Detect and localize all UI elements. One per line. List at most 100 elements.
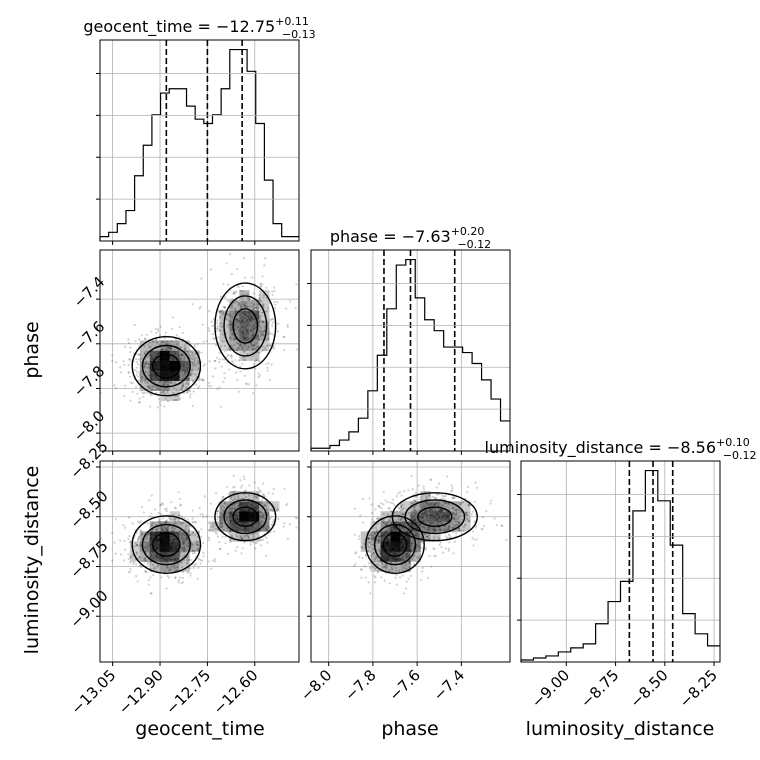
sample-point bbox=[174, 363, 177, 366]
sample-point bbox=[167, 358, 170, 362]
sample-point bbox=[242, 511, 245, 514]
sample-point bbox=[237, 510, 240, 513]
sample-point bbox=[147, 561, 150, 564]
sample-point bbox=[143, 366, 146, 369]
sample-point bbox=[161, 366, 164, 369]
sample-point bbox=[429, 479, 433, 482]
sample-point bbox=[243, 339, 246, 343]
sample-point bbox=[181, 581, 185, 584]
sample-point bbox=[162, 549, 166, 552]
sample-point bbox=[176, 398, 179, 401]
sample-point bbox=[142, 392, 145, 395]
density-cell bbox=[249, 350, 260, 361]
sample-point bbox=[248, 484, 251, 487]
sample-point bbox=[175, 367, 178, 370]
sample-point bbox=[269, 318, 272, 321]
sample-point bbox=[414, 520, 417, 523]
density-cell bbox=[269, 501, 280, 512]
sample-point bbox=[173, 566, 177, 570]
sample-point bbox=[234, 359, 237, 362]
histogram-phase bbox=[310, 258, 510, 451]
sample-point bbox=[246, 508, 250, 511]
sample-point bbox=[475, 538, 478, 541]
sample-point bbox=[159, 357, 162, 360]
sample-point bbox=[455, 520, 458, 523]
sample-point bbox=[236, 326, 239, 329]
sample-point bbox=[153, 381, 156, 384]
density-cell bbox=[189, 370, 200, 381]
sample-point bbox=[233, 338, 237, 341]
sample-point bbox=[164, 538, 168, 541]
sample-point bbox=[245, 382, 248, 385]
sample-point bbox=[368, 546, 371, 549]
sample-point bbox=[188, 390, 192, 393]
sample-point bbox=[233, 338, 236, 341]
sample-point bbox=[259, 538, 262, 541]
sample-point bbox=[123, 363, 126, 366]
sample-point bbox=[407, 577, 410, 580]
sample-point bbox=[169, 366, 172, 369]
sample-point bbox=[159, 334, 162, 337]
sample-point bbox=[221, 358, 224, 361]
sample-point bbox=[245, 517, 248, 520]
sample-point bbox=[237, 390, 241, 393]
sample-point bbox=[186, 379, 189, 382]
sample-point bbox=[181, 536, 184, 540]
sample-point bbox=[253, 327, 256, 330]
sample-point bbox=[361, 556, 364, 560]
sample-point bbox=[271, 509, 275, 512]
sample-point bbox=[229, 336, 232, 339]
density-cell bbox=[219, 310, 230, 321]
sample-point bbox=[146, 535, 149, 538]
sample-point bbox=[159, 364, 163, 367]
sample-point bbox=[247, 508, 250, 511]
sample-point bbox=[245, 508, 248, 511]
sample-point bbox=[246, 319, 249, 322]
y-tick-label: −7.4 bbox=[70, 273, 108, 311]
sample-point bbox=[265, 527, 268, 530]
sample-point bbox=[370, 554, 373, 557]
sample-point bbox=[259, 330, 262, 333]
sample-point bbox=[212, 337, 215, 340]
sample-point bbox=[152, 550, 155, 554]
sample-point bbox=[247, 527, 250, 530]
sample-point bbox=[156, 530, 159, 533]
sample-point bbox=[251, 515, 254, 518]
sample-point bbox=[183, 541, 186, 544]
sample-point bbox=[419, 546, 422, 549]
sample-point bbox=[232, 498, 235, 502]
sample-point bbox=[473, 538, 476, 541]
sample-point bbox=[265, 310, 268, 313]
sample-point bbox=[408, 553, 411, 556]
sample-point bbox=[249, 318, 252, 321]
sample-point bbox=[268, 516, 271, 520]
sample-point bbox=[135, 360, 139, 364]
sample-point bbox=[165, 356, 168, 360]
sample-point bbox=[137, 375, 140, 379]
sample-point bbox=[159, 540, 162, 543]
sample-point bbox=[157, 519, 160, 522]
sample-point bbox=[262, 333, 265, 337]
sample-point bbox=[243, 324, 246, 327]
sample-point bbox=[169, 542, 172, 545]
sample-point bbox=[384, 499, 387, 502]
sample-point bbox=[265, 554, 268, 557]
sample-point bbox=[197, 361, 200, 364]
sample-point bbox=[151, 556, 154, 559]
sample-point bbox=[244, 358, 247, 362]
sample-point bbox=[128, 357, 132, 361]
sample-point bbox=[165, 369, 168, 372]
sample-point bbox=[155, 528, 158, 531]
sample-point bbox=[258, 374, 262, 377]
sample-point bbox=[372, 547, 375, 550]
sample-point bbox=[168, 558, 172, 561]
sample-point bbox=[406, 555, 409, 558]
sample-point bbox=[359, 514, 362, 517]
sample-point bbox=[175, 334, 179, 337]
sample-point bbox=[157, 362, 160, 365]
sample-point bbox=[211, 333, 214, 336]
sample-point bbox=[242, 358, 246, 362]
sample-point bbox=[254, 359, 257, 363]
sample-point bbox=[414, 492, 418, 495]
sample-point bbox=[142, 511, 146, 514]
